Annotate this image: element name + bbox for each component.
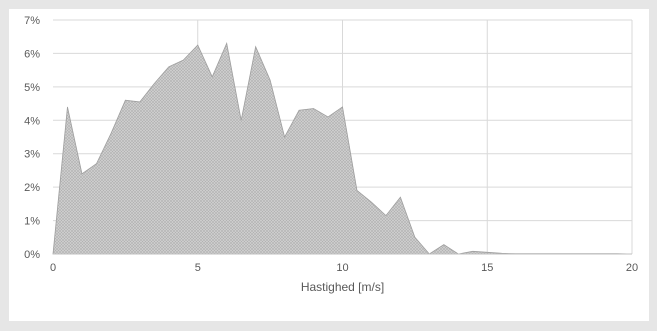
y-tick-label: 5% xyxy=(24,82,40,94)
x-tick-labels: 0 5 10 15 20 xyxy=(50,262,638,274)
x-tick-label: 20 xyxy=(626,262,638,274)
y-tick-labels: 0% 1% 2% 3% 4% 5% 6% 7% xyxy=(24,15,40,261)
x-axis-title: Hastighed [m/s] xyxy=(301,280,384,294)
x-tick-label: 5 xyxy=(195,262,201,274)
x-tick-label: 0 xyxy=(50,262,56,274)
y-tick-label: 3% xyxy=(24,149,40,161)
y-tick-label: 2% xyxy=(24,182,40,194)
wind-speed-distribution-chart: 0% 1% 2% 3% 4% 5% 6% 7% 0 5 10 15 20 Hastighed [m/s… xyxy=(24,15,638,294)
x-tick-label: 10 xyxy=(336,262,348,274)
y-tick-label: 1% xyxy=(24,216,40,228)
chart-panel: 0% 1% 2% 3% 4% 5% 6% 7% 0 5 10 15 20 Hastighed [m/s… xyxy=(9,9,649,321)
y-tick-label: 0% xyxy=(24,249,40,261)
y-tick-label: 4% xyxy=(24,115,40,127)
y-tick-label: 6% xyxy=(24,48,40,60)
y-tick-label: 7% xyxy=(24,15,40,27)
x-tick-label: 15 xyxy=(481,262,493,274)
